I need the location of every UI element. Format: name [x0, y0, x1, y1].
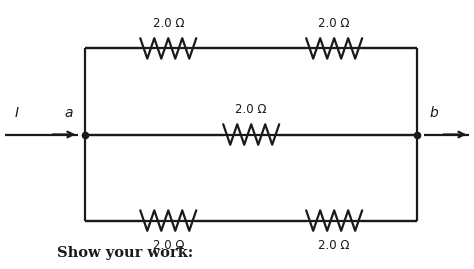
Text: $I$: $I$: [14, 106, 19, 120]
Text: 2.0 Ω: 2.0 Ω: [153, 239, 184, 252]
Text: Show your work:: Show your work:: [57, 246, 193, 260]
Text: 2.0 Ω: 2.0 Ω: [319, 17, 350, 30]
Text: 2.0 Ω: 2.0 Ω: [153, 17, 184, 30]
Text: $a$: $a$: [64, 106, 73, 120]
Text: 2.0 Ω: 2.0 Ω: [319, 239, 350, 252]
Text: 2.0 Ω: 2.0 Ω: [236, 103, 267, 116]
Text: $b$: $b$: [428, 105, 439, 121]
